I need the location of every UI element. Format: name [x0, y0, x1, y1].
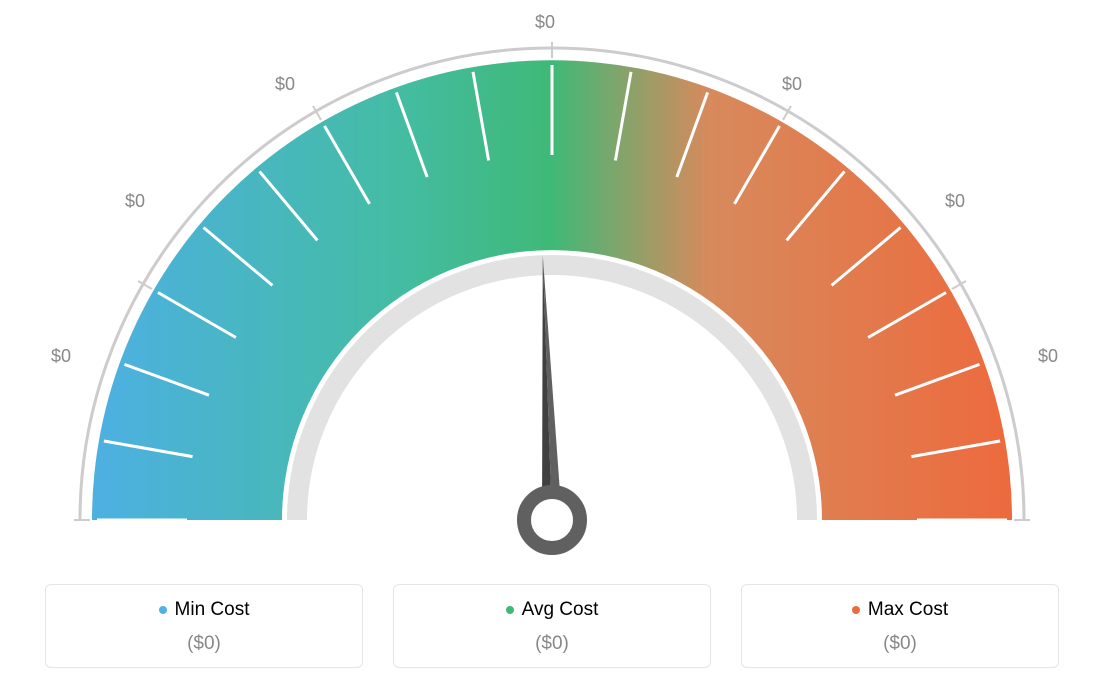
legend-item-max: Max Cost ($0) — [741, 584, 1059, 668]
legend-value-avg: ($0) — [394, 633, 710, 655]
legend-label-avg: Avg Cost — [506, 599, 599, 621]
legend-label-avg-text: Avg Cost — [522, 599, 599, 621]
svg-text:$0: $0 — [51, 346, 71, 366]
legend-value-min: ($0) — [46, 633, 362, 655]
legend-dot-max — [852, 606, 860, 614]
legend-row: Min Cost ($0) Avg Cost ($0) Max Cost ($0… — [45, 584, 1059, 668]
svg-text:$0: $0 — [535, 12, 555, 32]
gauge-svg: $0 $0 $0 $0 $0 $0 $0 — [0, 0, 1104, 560]
svg-text:$0: $0 — [945, 191, 965, 211]
legend-dot-min — [159, 606, 167, 614]
legend-label-max: Max Cost — [852, 599, 948, 621]
legend-dot-avg — [506, 606, 514, 614]
legend-label-max-text: Max Cost — [868, 599, 948, 621]
svg-text:$0: $0 — [275, 74, 295, 94]
svg-text:$0: $0 — [782, 74, 802, 94]
legend-label-min: Min Cost — [159, 599, 250, 621]
svg-text:$0: $0 — [125, 191, 145, 211]
cost-gauge-figure: $0 $0 $0 $0 $0 $0 $0 Min Cost ($0) Avg Cost ($… — [0, 0, 1104, 690]
gauge-chart: $0 $0 $0 $0 $0 $0 $0 — [0, 0, 1104, 560]
legend-value-max: ($0) — [742, 633, 1058, 655]
svg-text:$0: $0 — [1038, 346, 1058, 366]
legend-item-avg: Avg Cost ($0) — [393, 584, 711, 668]
legend-item-min: Min Cost ($0) — [45, 584, 363, 668]
legend-label-min-text: Min Cost — [175, 599, 250, 621]
